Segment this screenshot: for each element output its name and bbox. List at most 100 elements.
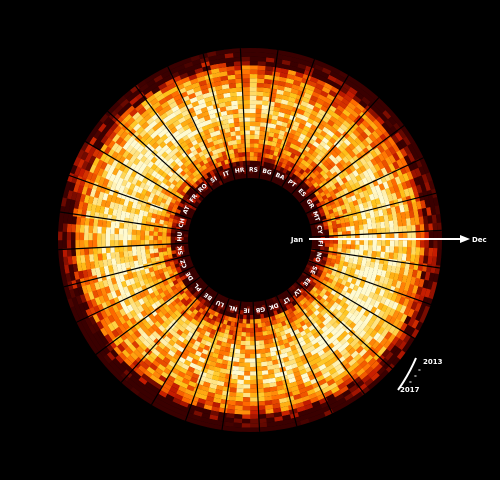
heatmap-cell	[245, 151, 251, 157]
heatmap-cell	[285, 105, 294, 112]
heatmap-cell	[211, 121, 219, 128]
heatmap-cell	[304, 208, 310, 214]
heatmap-cell	[319, 226, 325, 231]
heatmap-cell	[254, 134, 260, 140]
heatmap-cell	[214, 130, 222, 136]
heatmap-cell	[252, 169, 257, 174]
heatmap-cell	[326, 353, 335, 361]
heatmap-cell	[105, 246, 111, 254]
heatmap-cell	[337, 239, 343, 245]
heatmap-cell	[166, 332, 174, 340]
heatmap-cell	[246, 301, 251, 307]
heatmap-cell	[317, 286, 324, 292]
heatmap-cell	[344, 326, 353, 334]
heatmap-cell	[228, 171, 233, 177]
heatmap-cell	[203, 129, 211, 136]
heatmap-cell	[228, 78, 237, 85]
heatmap-cell	[359, 265, 366, 272]
heatmap-cell	[194, 193, 201, 199]
heatmap-cell	[414, 216, 420, 226]
heatmap-cell	[124, 125, 134, 134]
heatmap-cell	[276, 294, 282, 300]
heatmap-cell	[176, 64, 186, 72]
heatmap-cell	[302, 297, 308, 304]
heatmap-cell	[257, 418, 267, 424]
heatmap-cell	[361, 119, 371, 129]
heatmap-cell	[210, 145, 217, 152]
heatmap-cell	[368, 337, 377, 347]
heatmap-cell	[265, 149, 271, 155]
heatmap-cell	[411, 201, 418, 211]
heatmap-cell	[181, 396, 191, 404]
heatmap-cell	[405, 218, 412, 227]
heatmap-cell	[98, 280, 105, 289]
heatmap-cell	[403, 324, 412, 335]
heatmap-cell	[272, 363, 280, 370]
heatmap-cell	[175, 133, 183, 141]
heatmap-cell	[141, 295, 149, 304]
heatmap-cell	[348, 172, 356, 180]
heatmap-cell	[285, 332, 292, 339]
heatmap-cell	[321, 335, 330, 343]
heatmap-cell	[93, 129, 102, 140]
heatmap-cell	[97, 246, 102, 254]
heatmap-cell	[100, 309, 108, 319]
heatmap-cell	[175, 339, 183, 347]
heatmap-cell	[175, 229, 180, 234]
heatmap-cell	[131, 229, 137, 235]
heatmap-cell	[177, 137, 186, 145]
heatmap-cell	[372, 293, 379, 301]
heatmap-cell	[207, 364, 216, 371]
heatmap-cell	[270, 355, 278, 361]
heatmap-cell	[345, 167, 353, 176]
heatmap-cell	[249, 418, 259, 424]
heatmap-cell	[283, 360, 291, 367]
heatmap-cell	[149, 248, 155, 254]
heatmap-cell	[361, 108, 371, 118]
heatmap-cell	[206, 422, 217, 429]
heatmap-cell	[140, 98, 151, 107]
heatmap-cell	[141, 188, 148, 196]
heatmap-cell	[140, 162, 148, 171]
heatmap-cell	[170, 115, 179, 124]
heatmap-cell	[114, 288, 122, 297]
heatmap-cell	[363, 239, 369, 246]
heatmap-cell	[126, 354, 136, 364]
heatmap-cell	[262, 330, 268, 336]
heatmap-cell	[189, 294, 196, 301]
heatmap-cell	[417, 295, 425, 305]
heatmap-cell	[286, 137, 294, 144]
heatmap-cell	[239, 314, 244, 320]
heatmap-cell	[364, 354, 374, 364]
heatmap-cell	[370, 321, 378, 331]
heatmap-cell	[195, 185, 202, 192]
heatmap-cell	[295, 141, 303, 148]
heatmap-cell	[272, 137, 279, 143]
heatmap-cell	[238, 322, 243, 328]
heatmap-cell	[416, 184, 423, 194]
heatmap-cell	[182, 286, 189, 293]
heatmap-cell	[420, 183, 427, 193]
heatmap-cell	[249, 156, 254, 161]
heatmap-cell	[175, 249, 181, 254]
heatmap-cell	[347, 358, 357, 367]
heatmap-cell	[257, 156, 262, 162]
heatmap-cell	[141, 121, 150, 130]
heatmap-cell	[349, 307, 357, 315]
heatmap-cell	[98, 191, 105, 200]
heatmap-cell	[160, 86, 170, 94]
heatmap-cell	[282, 55, 293, 62]
heatmap-cell	[399, 313, 408, 324]
heatmap-cell	[183, 273, 190, 279]
heatmap-cell	[342, 120, 351, 129]
heatmap-cell	[275, 331, 282, 338]
heatmap-cell	[245, 327, 251, 333]
heatmap-cell	[148, 333, 157, 342]
heatmap-cell	[229, 87, 237, 93]
heatmap-cell	[382, 290, 390, 299]
heatmap-cell	[194, 364, 203, 372]
heatmap-cell	[310, 109, 319, 117]
heatmap-cell	[358, 249, 364, 256]
heatmap-cell	[164, 216, 170, 222]
heatmap-cell	[330, 371, 340, 379]
